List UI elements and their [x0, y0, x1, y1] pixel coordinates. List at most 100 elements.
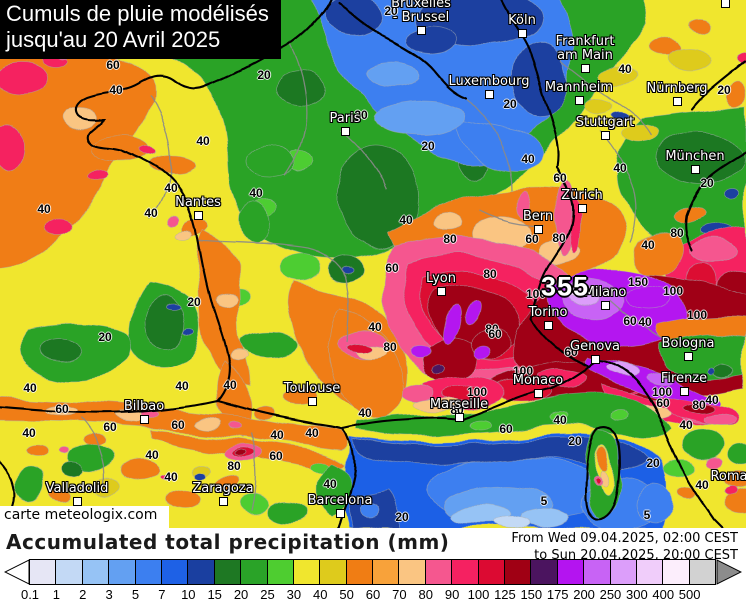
legend-tick: 3 [105, 587, 113, 602]
city-marker-icon [518, 29, 527, 38]
city-marker-icon [601, 131, 610, 140]
map-value-label: 40 [22, 426, 36, 440]
map-value-label: 80 [227, 459, 241, 473]
city-name: Torino [528, 305, 568, 320]
legend-tick: 150 [520, 587, 543, 602]
city-name: Frankfurt am Main [555, 34, 615, 63]
city-name: Stuttgart [575, 115, 635, 130]
colorbar-cell [292, 559, 321, 585]
legend-tick: 300 [625, 587, 648, 602]
city-name: Zaragoza [192, 481, 254, 496]
city-marker-icon [591, 355, 600, 364]
colorbar-cell [81, 559, 110, 585]
map-value-label: 60 [488, 327, 502, 341]
map-value-label: 40 [305, 426, 319, 440]
map-value-label: 40 [638, 315, 652, 329]
map-value-label: 20 [187, 295, 201, 309]
map-value-label: 100 [651, 385, 673, 399]
city-name: Bruxelles - Brussel [391, 0, 451, 25]
legend-ticks: 0.1 1 2 3 5 7 10 15 20 25 30 40 50 60 70 80 90 100 125 150 1… [21, 587, 716, 605]
city-name: Barcelona [307, 493, 373, 508]
colorbar-cell [451, 559, 479, 585]
city-marker-icon [336, 509, 345, 518]
map-value-label: 60 [269, 449, 283, 463]
legend-tick: 15 [207, 587, 222, 602]
legend-tick: 20 [233, 587, 249, 602]
legend-tick: 10 [181, 587, 196, 602]
colorbar-cell [504, 559, 532, 585]
colorbar-cell [398, 559, 426, 585]
city-name: München [665, 149, 725, 164]
map-value-label: 60 [525, 232, 539, 246]
city-name: Nantes [175, 195, 221, 210]
legend-colorbar [4, 559, 742, 585]
map-value-label: 40 [521, 152, 535, 166]
map-value-label: 40 [641, 238, 655, 252]
legend-period-line1: From Wed 09.04.2025, 02:00 CEST [511, 531, 738, 546]
watermark: carte meteologix.com [0, 506, 170, 528]
map-value-label: 20 [421, 139, 435, 153]
colorbar-cell [688, 559, 717, 585]
map-value-label: 60 [171, 418, 185, 432]
legend-ticks-row: 0.1 1 2 3 5 7 10 15 20 25 30 40 50 60 70 80 90 100 125 150 1… [4, 587, 742, 605]
legend-tick: 30 [286, 587, 302, 602]
map-value-label: 20 [395, 510, 409, 524]
city-marker-icon [684, 352, 693, 361]
legend-tick: 5 [131, 587, 140, 602]
map-value-label: 60 [55, 402, 69, 416]
map-title-box: Cumuls de pluie modélisés jusqu'au 20 Av… [0, 0, 281, 59]
colorbar-cell [108, 559, 136, 585]
map-title-line1: Cumuls de pluie modélisés [6, 1, 269, 26]
map-value-label: 40 [679, 418, 693, 432]
city-name: Milano [583, 285, 627, 300]
colorbar-cell [134, 559, 162, 585]
city-marker-icon [581, 64, 590, 73]
map-value-label: 40 [270, 428, 284, 442]
legend-tick: 125 [494, 587, 516, 602]
map-value-label: 60 [553, 171, 567, 185]
legend-tick: 7 [158, 587, 166, 602]
city-marker-icon [575, 96, 584, 105]
legend-tick: 200 [573, 587, 595, 602]
city-marker-icon [341, 127, 350, 136]
colorbar-cell [530, 559, 558, 585]
city-name: Zürich [561, 188, 603, 203]
city-name: Toulouse [283, 381, 341, 396]
map-value-label: 60 [385, 261, 399, 275]
legend-panel: Accumulated total precipitation (mm) Fro… [0, 528, 746, 611]
map-value-label: 40 [553, 413, 567, 427]
city-name: Mannheim [544, 80, 614, 95]
legend-tick: 0.1 [20, 587, 40, 602]
map-value-label: 60 [656, 396, 670, 410]
map-value-label: 20 [98, 330, 112, 344]
legend-tick: 80 [418, 587, 433, 602]
map-value-label: 40 [144, 206, 158, 220]
city-name: Luxembourg [448, 74, 530, 89]
map-value-label: 60 [499, 422, 513, 436]
map-value-label: 80 [443, 232, 457, 246]
map-value-label: 40 [323, 477, 337, 491]
colorbar-left-arrow-icon [4, 559, 30, 585]
map-value-label: 80 [383, 340, 397, 354]
city-name: Köln [508, 13, 536, 28]
map-value-label: 20 [384, 4, 398, 18]
colorbar-cell [319, 559, 347, 585]
colorbar-cell [345, 559, 374, 585]
map-value-label: 20 [717, 83, 731, 97]
precipitation-map-graphic [0, 0, 746, 528]
legend-tick: 250 [599, 587, 622, 602]
city-marker-icon [578, 204, 587, 213]
map-value-label: 100 [525, 287, 547, 301]
legend-heading: Accumulated total precipitation (mm) [6, 530, 450, 554]
legend-tick: 100 [467, 587, 490, 602]
map-value-label: 5 [643, 508, 651, 522]
city-name: Genova [570, 339, 620, 354]
city-marker-icon [601, 301, 610, 310]
map-value-label: 60 [103, 420, 117, 434]
peak-value-label: 355 [540, 271, 590, 302]
map-value-label: 60 [623, 314, 637, 328]
map-value-label: 100 [512, 364, 534, 378]
map-value-label: 40 [164, 181, 178, 195]
city-marker-icon [673, 97, 682, 106]
